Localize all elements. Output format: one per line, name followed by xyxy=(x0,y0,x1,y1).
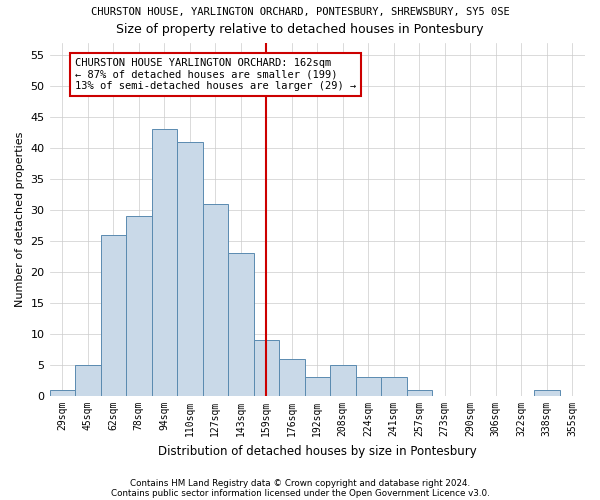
Bar xyxy=(203,204,228,396)
Text: Contains public sector information licensed under the Open Government Licence v3: Contains public sector information licen… xyxy=(110,488,490,498)
Text: Contains HM Land Registry data © Crown copyright and database right 2024.: Contains HM Land Registry data © Crown c… xyxy=(130,478,470,488)
Text: Size of property relative to detached houses in Pontesbury: Size of property relative to detached ho… xyxy=(116,22,484,36)
Y-axis label: Number of detached properties: Number of detached properties xyxy=(15,132,25,307)
Bar xyxy=(50,390,75,396)
Text: CHURSTON HOUSE, YARLINGTON ORCHARD, PONTESBURY, SHREWSBURY, SY5 0SE: CHURSTON HOUSE, YARLINGTON ORCHARD, PONT… xyxy=(91,8,509,18)
Text: CHURSTON HOUSE YARLINGTON ORCHARD: 162sqm
← 87% of detached houses are smaller (: CHURSTON HOUSE YARLINGTON ORCHARD: 162sq… xyxy=(75,58,356,91)
Bar xyxy=(254,340,279,396)
Bar xyxy=(305,378,330,396)
Bar xyxy=(356,378,381,396)
Bar xyxy=(534,390,560,396)
Bar xyxy=(330,365,356,396)
Bar xyxy=(75,365,101,396)
Bar xyxy=(152,130,177,396)
X-axis label: Distribution of detached houses by size in Pontesbury: Distribution of detached houses by size … xyxy=(158,444,476,458)
Bar xyxy=(177,142,203,396)
Bar xyxy=(279,359,305,396)
Bar xyxy=(407,390,432,396)
Bar xyxy=(228,254,254,396)
Bar xyxy=(126,216,152,396)
Bar xyxy=(381,378,407,396)
Bar xyxy=(101,235,126,396)
